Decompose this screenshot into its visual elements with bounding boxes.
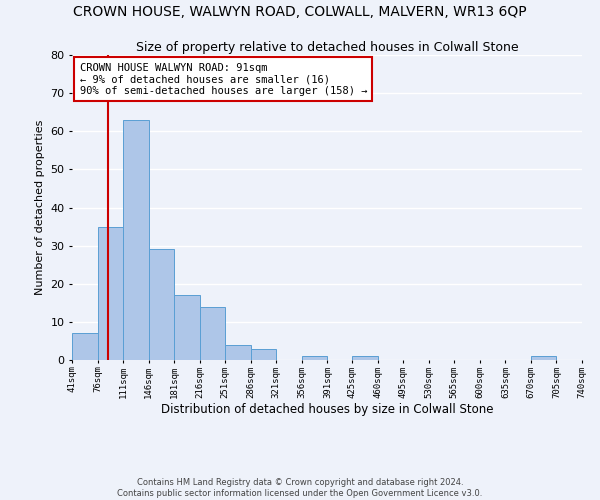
Bar [302, 356, 328, 360]
Bar [200, 306, 225, 360]
Bar [174, 295, 200, 360]
Text: CROWN HOUSE WALWYN ROAD: 91sqm
← 9% of detached houses are smaller (16)
90% of s: CROWN HOUSE WALWYN ROAD: 91sqm ← 9% of d… [80, 62, 367, 96]
Title: Size of property relative to detached houses in Colwall Stone: Size of property relative to detached ho… [136, 41, 518, 54]
Bar [531, 356, 556, 360]
Bar [98, 226, 123, 360]
Bar [72, 334, 98, 360]
Bar [123, 120, 149, 360]
Y-axis label: Number of detached properties: Number of detached properties [35, 120, 44, 295]
Bar [149, 250, 174, 360]
Text: CROWN HOUSE, WALWYN ROAD, COLWALL, MALVERN, WR13 6QP: CROWN HOUSE, WALWYN ROAD, COLWALL, MALVE… [73, 5, 527, 19]
X-axis label: Distribution of detached houses by size in Colwall Stone: Distribution of detached houses by size … [161, 404, 493, 416]
Text: Contains HM Land Registry data © Crown copyright and database right 2024.
Contai: Contains HM Land Registry data © Crown c… [118, 478, 482, 498]
Bar [251, 348, 276, 360]
Bar [225, 345, 251, 360]
Bar [352, 356, 378, 360]
